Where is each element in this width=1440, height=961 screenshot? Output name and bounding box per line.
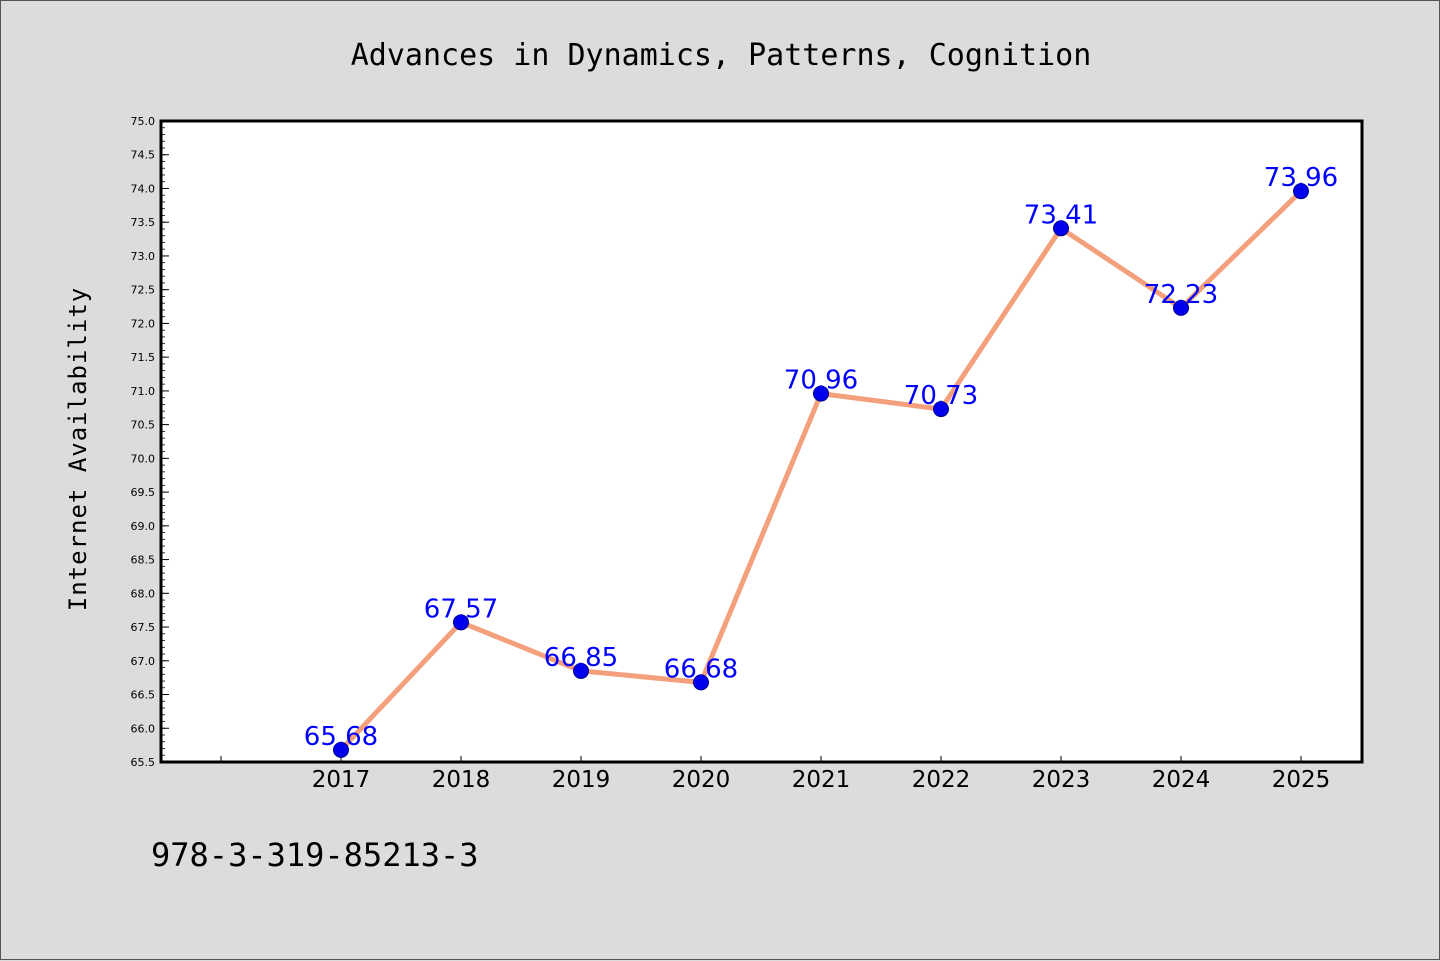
x-tick-label: 2019 bbox=[552, 767, 611, 793]
y-tick-label: 68.0 bbox=[131, 587, 156, 600]
x-tick-label: 2023 bbox=[1032, 767, 1091, 793]
x-tick-label: 2021 bbox=[792, 767, 851, 793]
y-tick-label: 69.0 bbox=[131, 520, 156, 533]
data-point bbox=[1293, 183, 1309, 200]
y-tick-label: 67.5 bbox=[131, 621, 156, 634]
x-tick-label: 2022 bbox=[912, 767, 971, 793]
data-point bbox=[693, 674, 709, 691]
data-point bbox=[1173, 299, 1189, 316]
y-tick-label: 71.0 bbox=[131, 385, 156, 398]
x-tick-label: 2017 bbox=[312, 767, 371, 793]
y-tick-label: 75.0 bbox=[131, 115, 156, 128]
y-tick-label: 71.5 bbox=[131, 351, 156, 364]
y-tick-label: 72.5 bbox=[131, 284, 156, 297]
y-tick-label: 67.0 bbox=[131, 655, 156, 668]
y-tick-label: 72.0 bbox=[131, 317, 156, 330]
data-point bbox=[573, 662, 589, 679]
x-tick-label: 2024 bbox=[1152, 767, 1211, 793]
x-axis-ticks: 2017 2018 2019 2020 2021 2022 2023 2024 2025 bbox=[220, 756, 1331, 793]
plot-area bbox=[159, 119, 1364, 764]
x-tick-label: 2025 bbox=[1272, 767, 1331, 793]
y-tick-label: 65.5 bbox=[131, 756, 156, 769]
y-tick-label: 74.0 bbox=[131, 182, 156, 195]
y-tick-label: 73.0 bbox=[131, 250, 156, 263]
data-label: 67.57 bbox=[424, 594, 498, 624]
data-label: 66.85 bbox=[544, 643, 618, 673]
y-tick-label: 74.5 bbox=[131, 149, 156, 162]
data-label: 72.23 bbox=[1144, 280, 1218, 310]
y-tick-label: 66.5 bbox=[131, 689, 156, 702]
y-tick-label: 68.5 bbox=[131, 554, 156, 567]
chart-title: Advances in Dynamics, Patterns, Cognitio… bbox=[351, 38, 1092, 73]
series-layer: 65.68 67.57 66.85 66.68 70.96 70.73 73.41 72.23… bbox=[304, 163, 1338, 758]
y-tick-label: 70.0 bbox=[131, 452, 156, 465]
data-label: 66.68 bbox=[664, 654, 738, 684]
data-point bbox=[453, 614, 469, 631]
data-label: 70.73 bbox=[904, 381, 978, 411]
data-label: 73.96 bbox=[1264, 163, 1338, 193]
data-label: 73.41 bbox=[1024, 200, 1098, 230]
data-point bbox=[1053, 220, 1069, 237]
data-label: 65.68 bbox=[304, 722, 378, 752]
y-axis-label: Internet Availability bbox=[64, 287, 92, 611]
data-point bbox=[813, 385, 829, 402]
y-tick-label: 70.5 bbox=[131, 419, 156, 432]
isbn-text: 978-3-319-85213-3 bbox=[151, 836, 479, 874]
data-point bbox=[333, 741, 349, 758]
y-tick-label: 69.5 bbox=[131, 486, 156, 499]
data-point bbox=[933, 401, 949, 418]
data-label: 70.96 bbox=[784, 366, 858, 396]
y-tick-label: 66.0 bbox=[131, 722, 156, 735]
y-axis-ticks: 65.5 66.0 66.5 67.0 67.5 68.0 68.5 69.0 69.5 70.0… bbox=[131, 115, 169, 769]
x-tick-label: 2018 bbox=[432, 767, 491, 793]
x-tick-label: 2020 bbox=[672, 767, 731, 793]
y-tick-label: 73.5 bbox=[131, 216, 156, 229]
